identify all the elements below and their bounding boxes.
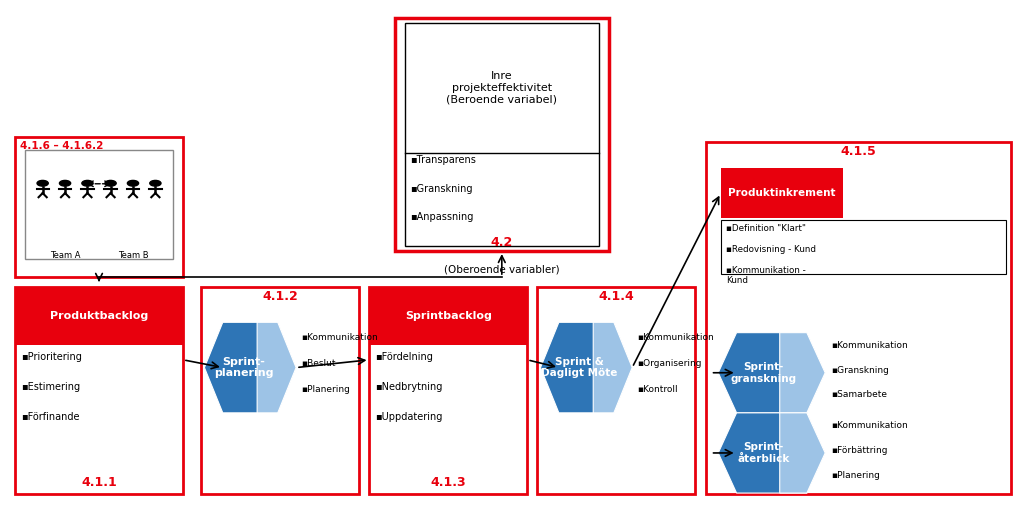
Text: Team A: Team A [50,251,80,260]
Text: ▪Beslut: ▪Beslut [301,359,336,368]
Text: ▪Granskning: ▪Granskning [411,184,473,194]
FancyBboxPatch shape [15,287,183,494]
FancyBboxPatch shape [538,287,695,494]
Circle shape [59,180,71,186]
Polygon shape [593,322,632,413]
Text: (Oberoende variabler): (Oberoende variabler) [444,264,560,274]
Circle shape [37,180,48,186]
Text: 4.1.5: 4.1.5 [841,145,877,158]
Text: ▪Prioritering: ▪Prioritering [22,351,82,361]
FancyBboxPatch shape [15,287,183,345]
FancyBboxPatch shape [406,24,599,246]
Text: ▪Kontroll: ▪Kontroll [637,385,678,394]
FancyBboxPatch shape [706,142,1011,494]
FancyBboxPatch shape [721,220,1006,275]
Text: ▪Kommunikation: ▪Kommunikation [831,340,908,350]
FancyBboxPatch shape [202,287,359,494]
Text: Team B: Team B [118,251,148,260]
FancyBboxPatch shape [370,287,527,494]
Text: ▪Redovisning - Kund: ▪Redovisning - Kund [726,245,816,254]
Text: Sprintbacklog: Sprintbacklog [404,311,492,321]
Text: ▪Förfinande: ▪Förfinande [22,412,80,422]
Text: ▪Kommunikation: ▪Kommunikation [301,333,378,342]
Text: ▪Estimering: ▪Estimering [22,382,80,392]
FancyBboxPatch shape [370,287,527,345]
Text: ▪Planering: ▪Planering [831,471,881,480]
Text: 4.1.1: 4.1.1 [81,476,117,489]
Text: ▪Uppdatering: ▪Uppdatering [376,412,443,422]
Text: Produktinkrement: Produktinkrement [728,188,836,198]
Text: 4.1.2: 4.1.2 [262,290,298,303]
Text: ▪Anpassning: ▪Anpassning [411,212,473,222]
Polygon shape [205,322,296,413]
Text: ▪Organisering: ▪Organisering [637,359,701,368]
FancyBboxPatch shape [721,168,843,218]
Text: Sprint-
granskning: Sprint- granskning [730,362,797,383]
Text: 4.1.3: 4.1.3 [430,476,466,489]
Text: ▪Kommunikation: ▪Kommunikation [637,333,714,342]
FancyBboxPatch shape [395,18,608,251]
FancyBboxPatch shape [26,150,173,259]
Text: ▪Samarbete: ▪Samarbete [831,390,887,400]
Circle shape [127,180,138,186]
Polygon shape [718,413,825,493]
Polygon shape [718,333,825,413]
Text: ▪Förbättring: ▪Förbättring [831,446,888,454]
Text: ▪Transparens: ▪Transparens [411,155,476,165]
Circle shape [82,180,93,186]
Circle shape [150,180,161,186]
Text: 4.1.6 – 4.1.6.2: 4.1.6 – 4.1.6.2 [20,141,103,152]
FancyBboxPatch shape [15,138,183,277]
Polygon shape [257,322,296,413]
Text: ▪Nedbrytning: ▪Nedbrytning [376,382,443,392]
Text: 4.2: 4.2 [490,235,513,248]
Text: ▪Granskning: ▪Granskning [831,366,889,374]
Polygon shape [541,322,632,413]
Text: 4.1.4: 4.1.4 [598,290,634,303]
Polygon shape [779,413,825,493]
Text: Inre
projekteffektivitet
(Beroende variabel): Inre projekteffektivitet (Beroende varia… [446,72,557,105]
Text: Sprint &
Dagligt Möte: Sprint & Dagligt Möte [542,357,617,378]
Polygon shape [779,333,825,413]
Text: Sprint-
planering: Sprint- planering [214,357,273,378]
Text: ▪Fördelning: ▪Fördelning [376,351,433,361]
Text: Produktbacklog: Produktbacklog [50,311,148,321]
Text: ▪Planering: ▪Planering [301,385,350,394]
Text: ▪Kommunikation: ▪Kommunikation [831,421,908,430]
Text: ▪Definition "Klart": ▪Definition "Klart" [726,224,806,233]
Circle shape [105,180,116,186]
Text: ▪Kommunikation -
Kund: ▪Kommunikation - Kund [726,266,806,285]
Text: Sprint-
återblick: Sprint- återblick [737,442,790,464]
